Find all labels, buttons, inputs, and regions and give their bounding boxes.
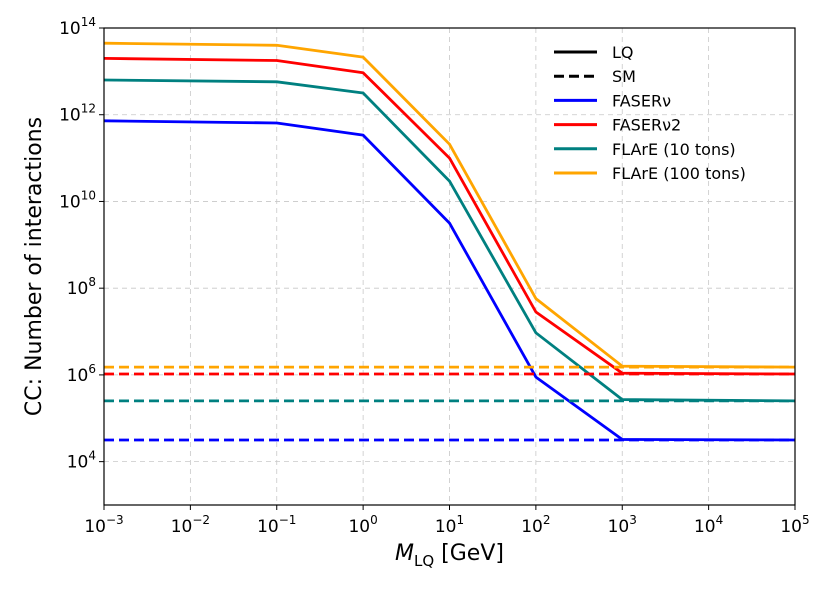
x-tick-label: 101 [435, 513, 464, 537]
y-tick-label: 108 [67, 275, 96, 299]
legend-label: FASERν2 [612, 116, 681, 135]
x-tick-label: 100 [348, 513, 377, 537]
x-tick-label: 10−1 [257, 513, 296, 537]
x-tick-label: 10−2 [171, 513, 210, 537]
y-tick-label: 104 [67, 449, 96, 473]
legend-label: SM [612, 67, 636, 86]
y-tick-label: 106 [67, 362, 96, 386]
legend-label: FLArE (10 tons) [612, 140, 736, 159]
x-tick-label: 103 [608, 513, 637, 537]
legend-label: FASERν [612, 91, 671, 110]
x-tick-label: 102 [521, 513, 550, 537]
x-axis-ticks: 10−3 10−2 10−1 100 101 102 103 104 105 [84, 505, 810, 537]
grid-lines [103, 27, 796, 505]
x-tick-label: 105 [780, 513, 809, 537]
y-tick-label: 1014 [59, 15, 96, 39]
legend-label: FLArE (100 tons) [612, 164, 746, 183]
y-axis-title: CC: Number of interactions [22, 117, 47, 416]
legend: LQ SM FASERν FASERν2 FLArE (10 tons) FLArE (1… [554, 43, 746, 183]
x-axis-title: MLQ [GeV] [395, 541, 504, 570]
y-tick-label: 1012 [59, 102, 96, 126]
series-lines [103, 41, 796, 442]
x-tick-label: 10−3 [84, 513, 123, 537]
legend-label: LQ [612, 43, 634, 62]
y-tick-label: 1010 [59, 188, 96, 212]
y-axis-ticks: 104 106 108 1010 1012 1014 [59, 15, 104, 473]
x-tick-label: 104 [694, 513, 723, 537]
